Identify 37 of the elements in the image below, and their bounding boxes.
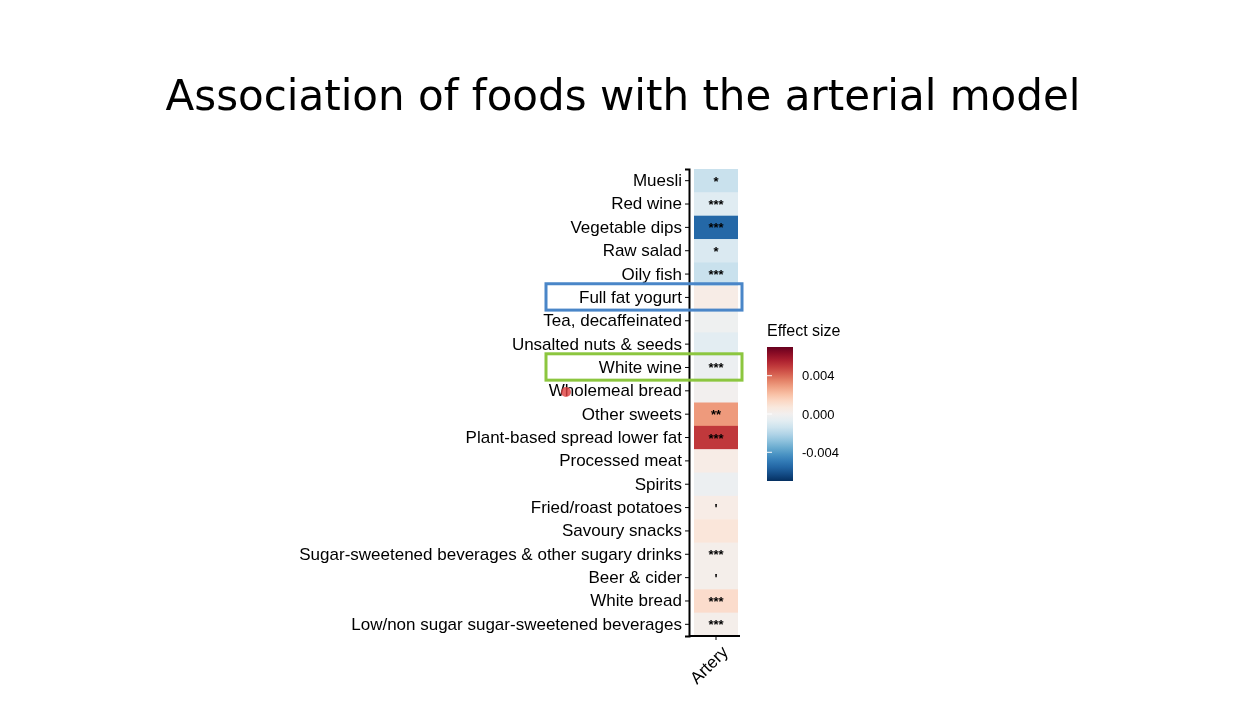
color-bar-label: -0.004 xyxy=(802,444,839,460)
data-label: *** xyxy=(708,593,725,609)
y-tick-label: Oily fish xyxy=(621,264,682,284)
y-tick-label: Plant-based spread lower fat xyxy=(465,427,683,447)
color-bar-label: 0.004 xyxy=(802,368,835,384)
data-label: *** xyxy=(708,360,725,376)
chart-title: Association of foods with the arterial model xyxy=(165,71,1081,120)
y-tick-label: Raw salad xyxy=(602,241,682,261)
y-tick-label: Unsalted nuts & seeds xyxy=(511,334,682,354)
data-label: * xyxy=(713,173,720,189)
y-tick-label: Processed meat xyxy=(559,451,683,471)
y-tick-label: Full fat yogurt xyxy=(579,287,683,307)
data-label: ' xyxy=(714,570,718,586)
data-label: ' xyxy=(714,500,718,516)
y-tick-label: Sugar-sweetened beverages & other sugary drinks xyxy=(299,544,682,564)
data-label: *** xyxy=(708,617,725,633)
y-tick-label: Muesli xyxy=(632,171,682,191)
y-tick-label: Fried/roast potatoes xyxy=(530,498,682,518)
data-label: *** xyxy=(708,547,725,563)
y-tick-label: Other sweets xyxy=(581,404,682,424)
color-bar-title: Effect size xyxy=(767,322,841,339)
data-label: ** xyxy=(710,407,722,423)
data-label: *** xyxy=(708,267,725,283)
y-tick-label: Tea, decaffeinated xyxy=(543,311,682,331)
y-tick-label: Savoury snacks xyxy=(562,521,682,541)
data-label: *** xyxy=(708,197,725,213)
data-label: * xyxy=(713,243,720,259)
color-bar-label: 0.000 xyxy=(802,406,835,422)
data-label: *** xyxy=(708,220,725,236)
y-tick-label: Red wine xyxy=(611,194,682,214)
y-tick-label: White bread xyxy=(590,591,682,611)
y-tick-label: Beer & cider xyxy=(588,568,683,588)
y-tick-label: Low/non sugar sugar-sweetened beverages xyxy=(351,614,682,634)
y-tick-label: White wine xyxy=(598,357,682,377)
y-tick-label: Spirits xyxy=(634,474,682,494)
y-tick-label: Vegetable dips xyxy=(570,217,682,237)
data-label: *** xyxy=(708,430,725,446)
